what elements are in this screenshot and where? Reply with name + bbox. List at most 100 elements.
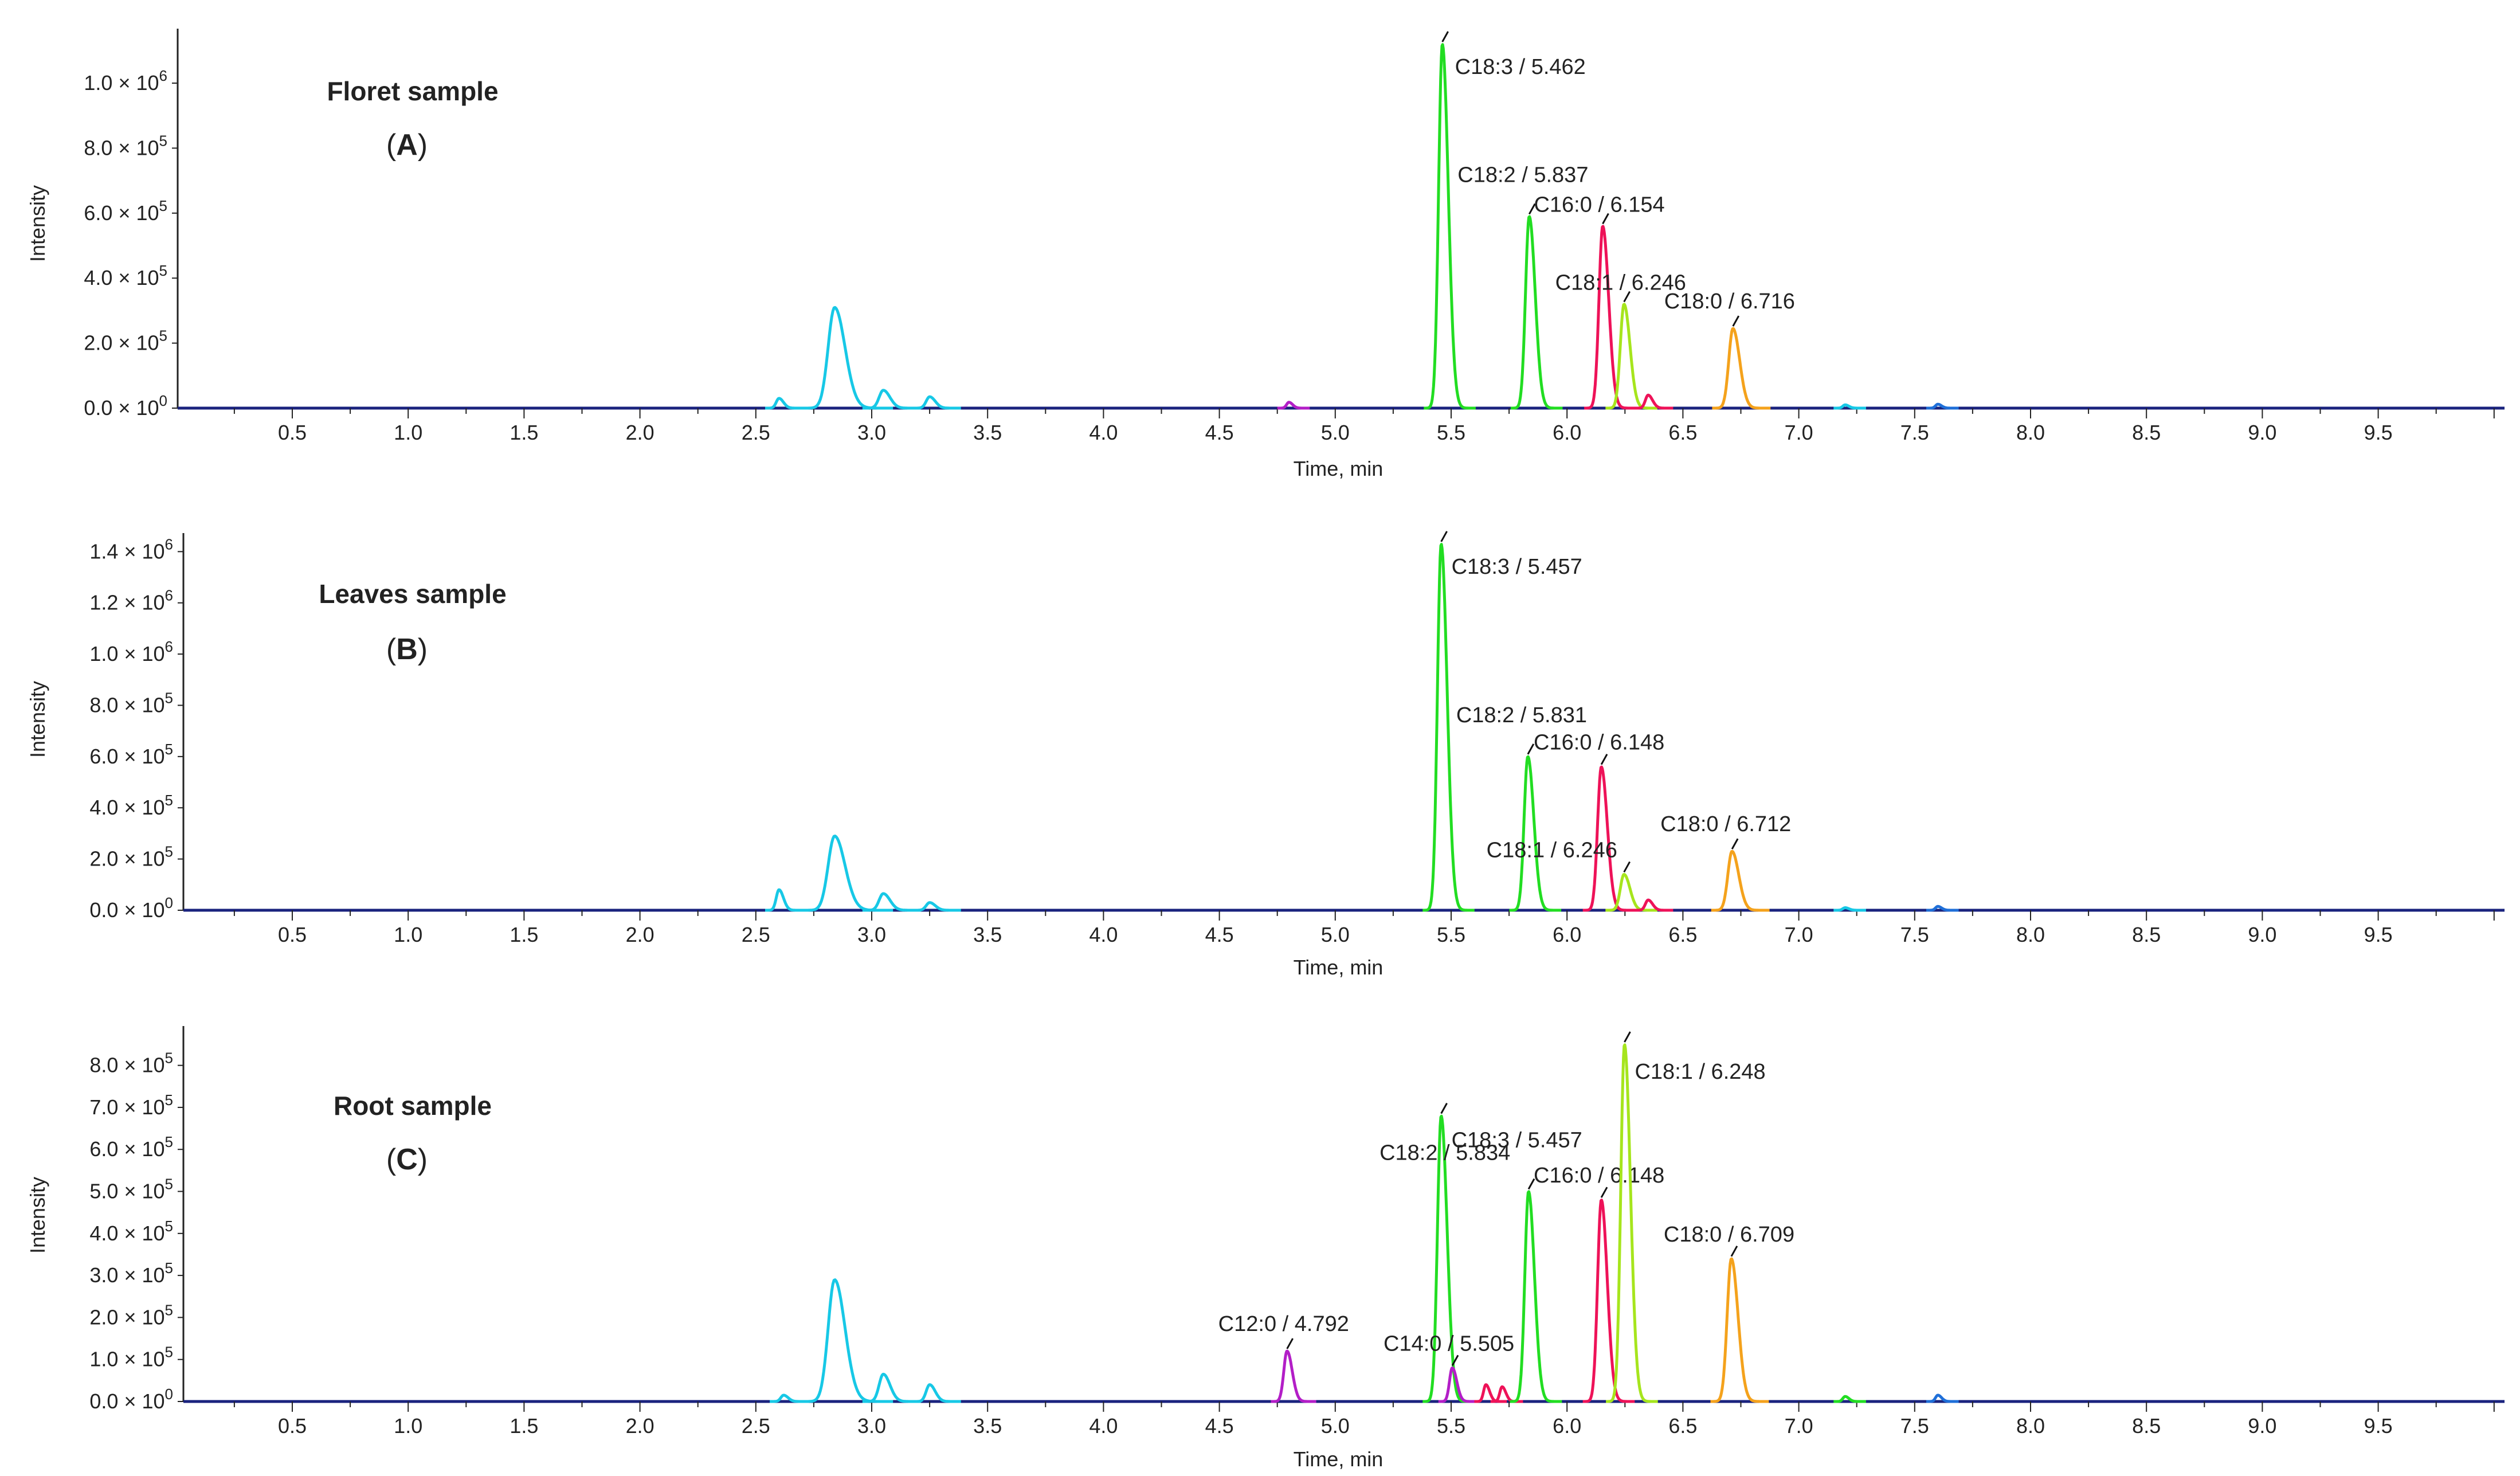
x-tick-label: 8.0	[2016, 1414, 2045, 1438]
x-tick-label: 9.5	[2364, 421, 2393, 444]
panel-tag: (B)	[386, 633, 428, 666]
x-tick-label: 5.5	[1437, 1414, 1465, 1438]
y-tick-label: 8.0 × 105	[89, 689, 173, 717]
peak-label: C16:0 / 6.148	[1534, 1164, 1664, 1188]
y-tick-label: 4.0 × 105	[89, 1217, 173, 1245]
x-tick-label: 6.5	[1668, 1414, 1697, 1438]
peak-trace	[1490, 1385, 1524, 1403]
x-tick-label: 2.5	[742, 421, 770, 444]
x-tick-label: 2.5	[742, 1414, 770, 1438]
peak-leader	[1440, 531, 1448, 542]
peak-trace	[911, 901, 962, 912]
x-tick-label: 4.5	[1205, 421, 1234, 444]
y-tick-label: 1.0 × 106	[84, 67, 167, 95]
peak-trace	[911, 1383, 962, 1403]
x-tick-label: 1.5	[510, 421, 538, 444]
peak-trace	[1582, 1199, 1636, 1403]
x-tick-label: 3.0	[857, 1414, 886, 1438]
peak-leader	[1286, 1338, 1294, 1349]
peak-trace	[802, 1278, 893, 1403]
x-tick-label: 4.0	[1089, 1414, 1118, 1438]
peak-trace	[861, 389, 922, 410]
peak-leader	[1623, 861, 1631, 873]
peak-label: C18:3 / 5.457	[1452, 555, 1582, 579]
peak-leader	[1732, 315, 1740, 327]
peak-leader	[1623, 291, 1631, 303]
peak-trace	[1925, 1393, 1960, 1403]
peak-leader	[1528, 203, 1536, 215]
peak-trace	[1422, 43, 1477, 410]
x-tick-label: 8.0	[2016, 923, 2045, 946]
x-tick-label: 7.5	[1900, 923, 1929, 946]
y-tick-label: 3.0 × 105	[89, 1259, 173, 1287]
peak-label: C18:3 / 5.457	[1452, 1129, 1582, 1153]
peak-trace	[764, 888, 805, 912]
y-tick-label: 0.0 × 100	[84, 392, 167, 420]
peak-label: C18:0 / 6.716	[1664, 289, 1795, 314]
y-tick-label: 4.0 × 105	[89, 792, 173, 819]
y-tick-label: 2.0 × 105	[84, 327, 167, 355]
peak-trace	[1473, 1383, 1508, 1403]
peak-trace	[1832, 906, 1867, 912]
x-tick-label: 8.5	[2132, 421, 2161, 444]
peak-leader	[1731, 838, 1739, 849]
peak-trace	[1925, 905, 1960, 912]
peak-leader	[1440, 1102, 1448, 1114]
x-tick-label: 1.0	[394, 421, 422, 444]
x-tick-label: 7.5	[1900, 421, 1929, 444]
y-tick-label: 2.0 × 105	[89, 843, 173, 871]
y-tick-label: 1.4 × 106	[89, 535, 173, 563]
y-tick-label: 7.0 × 105	[89, 1091, 173, 1119]
x-tick-label: 1.0	[394, 923, 422, 946]
x-tick-label: 0.5	[278, 923, 307, 946]
x-tick-label: 3.5	[973, 923, 1002, 946]
x-tick-label: 5.0	[1321, 1414, 1350, 1438]
x-tick-label: 8.5	[2132, 923, 2161, 946]
x-tick-label: 7.0	[1785, 923, 1813, 946]
peak-label: C14:0 / 5.505	[1384, 1332, 1514, 1356]
x-tick-label: 2.0	[626, 1414, 655, 1438]
x-tick-label: 9.5	[2364, 1414, 2393, 1438]
peak-label: C18:2 / 5.837	[1457, 163, 1588, 187]
peak-leader	[1451, 1354, 1459, 1367]
panel-title: Leaves sample	[319, 579, 506, 609]
x-tick-label: 9.0	[2248, 923, 2276, 946]
y-tick-label: 8.0 × 105	[84, 132, 167, 159]
peak-trace	[1509, 1190, 1563, 1403]
x-tick-label: 2.0	[626, 923, 655, 946]
x-tick-label: 6.5	[1668, 923, 1697, 946]
panel-title: Floret sample	[327, 76, 498, 106]
x-tick-label: 7.5	[1900, 1414, 1929, 1438]
peak-trace	[1710, 1257, 1770, 1403]
peak-trace	[1711, 327, 1772, 410]
peak-label: C16:0 / 6.154	[1534, 193, 1664, 217]
peak-trace	[802, 306, 893, 410]
panel-title: Root sample	[334, 1091, 492, 1121]
x-tick-label: 4.0	[1089, 421, 1118, 444]
peak-label: C18:1 / 6.246	[1555, 271, 1686, 295]
x-tick-label: 4.5	[1205, 923, 1234, 946]
x-tick-label: 2.5	[742, 923, 770, 946]
y-tick-label: 6.0 × 105	[89, 1133, 173, 1161]
peak-trace	[1437, 1366, 1479, 1403]
peak-label: C18:0 / 6.709	[1664, 1223, 1794, 1247]
peak-trace	[1832, 403, 1867, 410]
x-axis-title: Time, min	[1294, 1447, 1384, 1471]
x-tick-label: 5.0	[1321, 923, 1350, 946]
peak-trace	[911, 395, 962, 410]
y-tick-label: 2.0 × 105	[89, 1301, 173, 1329]
x-tick-label: 8.0	[2016, 421, 2045, 444]
x-tick-label: 0.5	[278, 1414, 307, 1438]
x-tick-label: 3.5	[973, 1414, 1002, 1438]
peak-trace	[1269, 1349, 1318, 1403]
x-tick-label: 7.0	[1785, 421, 1813, 444]
y-axis-title: Intensity	[26, 681, 49, 758]
x-tick-label: 6.0	[1553, 1414, 1581, 1438]
x-tick-label: 8.5	[2132, 1414, 2161, 1438]
x-axis-title: Time, min	[1294, 956, 1384, 979]
y-tick-label: 4.0 × 105	[84, 262, 167, 289]
y-tick-label: 1.2 × 106	[89, 587, 173, 614]
panel-tag: (C)	[386, 1143, 428, 1176]
x-tick-label: 6.0	[1553, 923, 1581, 946]
x-tick-label: 2.0	[626, 421, 655, 444]
